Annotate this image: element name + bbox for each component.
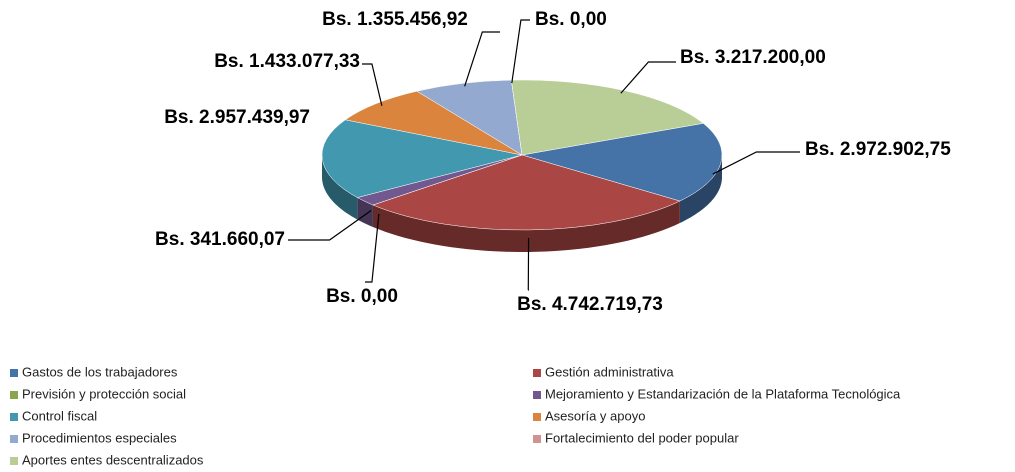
- leader-line: [464, 31, 500, 87]
- legend-swatch: [533, 435, 541, 443]
- slice: [321, 119, 523, 198]
- legend-label: Fortalecimiento del poder popular: [545, 430, 739, 445]
- data-label: Bs. 4.742.719,73: [517, 294, 663, 315]
- slice: [344, 90, 523, 156]
- legend-swatch: [533, 369, 541, 377]
- leader-line: [511, 19, 530, 84]
- slice: [416, 79, 523, 156]
- data-label: Bs. 2.972.902,75: [805, 139, 951, 160]
- leader-line: [288, 210, 372, 241]
- legend-swatch: [10, 369, 18, 377]
- slice-side: [322, 155, 358, 220]
- slice: [521, 123, 723, 202]
- legend-label: Mejoramiento y Estandarización de la Pla…: [545, 386, 901, 401]
- data-label: Bs. 3.217.200,00: [680, 47, 826, 68]
- data-label: Bs. 1.355.456,92: [322, 9, 468, 30]
- leader-line: [365, 213, 380, 283]
- legend-label: Gestión administrativa: [545, 364, 674, 379]
- leader-line: [527, 237, 530, 291]
- data-label: Bs. 2.957.439,97: [164, 107, 310, 128]
- data-label: Bs. 0,00: [535, 9, 607, 30]
- slice-side: [357, 197, 373, 227]
- legend-swatch: [10, 391, 18, 399]
- legend-label: Control fiscal: [22, 408, 97, 423]
- slice-side: [679, 155, 722, 224]
- legend-label: Previsión y protección social: [22, 386, 186, 401]
- slice: [511, 79, 704, 156]
- legend-swatch: [533, 391, 541, 399]
- legend-label: Aportes entes descentralizados: [22, 452, 204, 467]
- legend-swatch: [10, 457, 18, 465]
- data-label: Bs. 1.433.077,33: [214, 51, 360, 72]
- legend-label: Gastos de los trabajadores: [22, 364, 178, 379]
- legend-swatch: [10, 413, 18, 421]
- slice: [372, 154, 681, 231]
- leader-line: [362, 63, 383, 106]
- data-label: Bs. 0,00: [326, 286, 398, 307]
- data-label: Bs. 341.660,07: [155, 229, 285, 250]
- legend-label: Asesoría y apoyo: [545, 408, 645, 423]
- legend-swatch: [533, 413, 541, 421]
- legend-label: Procedimientos especiales: [22, 430, 177, 445]
- leader-line: [620, 61, 676, 94]
- slice-side: [372, 201, 680, 252]
- leader-line: [712, 151, 800, 175]
- legend-swatch: [10, 435, 18, 443]
